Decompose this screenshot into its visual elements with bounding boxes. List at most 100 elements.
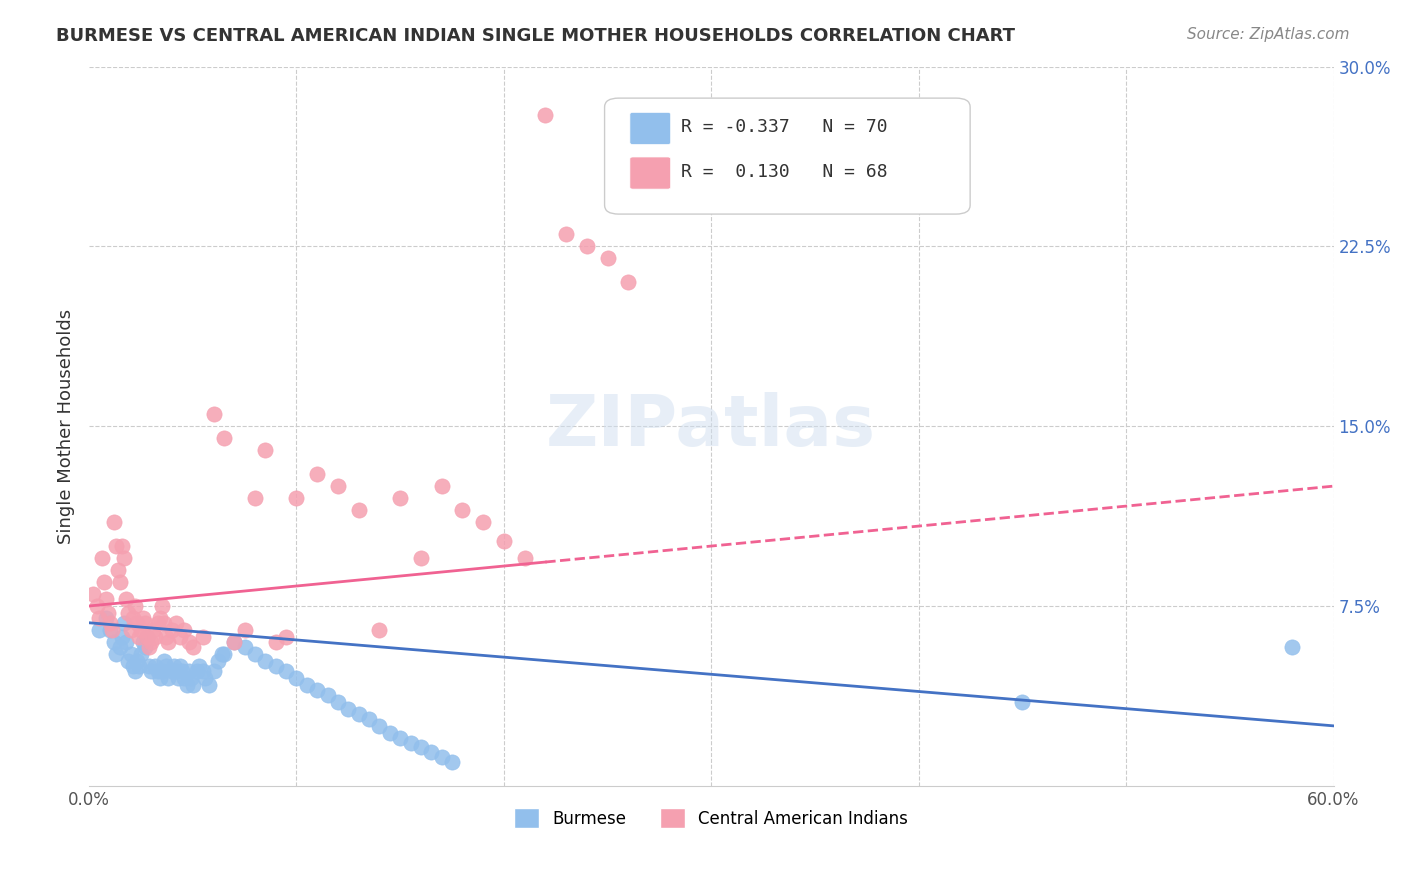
Point	[207, 654, 229, 668]
Point	[150, 664, 173, 678]
Point	[134, 640, 156, 654]
Point	[108, 640, 131, 654]
Point	[90, 551, 112, 566]
Point	[97, 606, 120, 620]
Point	[202, 664, 225, 678]
Point	[347, 503, 370, 517]
Point	[274, 630, 297, 644]
Point	[181, 640, 204, 654]
Point	[98, 623, 121, 637]
Point	[295, 678, 318, 692]
Point	[149, 671, 172, 685]
Point	[176, 678, 198, 692]
Point	[105, 539, 128, 553]
Point	[172, 664, 194, 678]
Point	[112, 551, 135, 566]
Point	[173, 671, 195, 685]
Point	[368, 719, 391, 733]
Point	[132, 635, 155, 649]
Point	[141, 635, 163, 649]
Point	[1011, 695, 1033, 709]
Point	[115, 591, 138, 606]
Point	[224, 635, 246, 649]
Point	[188, 659, 211, 673]
Point	[142, 623, 165, 637]
Point	[111, 630, 134, 644]
Point	[451, 503, 474, 517]
Point	[145, 659, 167, 673]
Point	[555, 227, 578, 242]
Point	[120, 647, 142, 661]
Text: ZIPatlas: ZIPatlas	[546, 392, 876, 460]
Point	[326, 695, 349, 709]
Point	[307, 682, 329, 697]
Point	[103, 635, 125, 649]
Point	[121, 659, 143, 673]
Point	[430, 750, 453, 764]
Point	[211, 647, 233, 661]
Point	[233, 623, 256, 637]
Text: Source: ZipAtlas.com: Source: ZipAtlas.com	[1187, 27, 1350, 42]
Point	[107, 563, 129, 577]
Point	[136, 630, 159, 644]
Point	[326, 479, 349, 493]
Point	[132, 611, 155, 625]
Point	[163, 659, 186, 673]
Point	[117, 654, 139, 668]
Point	[94, 611, 117, 625]
Point	[492, 534, 515, 549]
Point	[513, 551, 536, 566]
Point	[389, 731, 412, 745]
Point	[399, 736, 422, 750]
Point	[93, 574, 115, 589]
Point	[156, 635, 179, 649]
Point	[307, 467, 329, 482]
Point	[472, 515, 495, 529]
Point	[186, 664, 208, 678]
Point	[357, 712, 380, 726]
Point	[285, 491, 308, 505]
Point	[167, 671, 190, 685]
Point	[145, 630, 167, 644]
Point	[146, 615, 169, 630]
Point	[125, 654, 148, 668]
Point	[173, 623, 195, 637]
Point	[138, 640, 160, 654]
Point	[152, 654, 174, 668]
Point	[124, 599, 146, 613]
Point	[191, 630, 214, 644]
Point	[254, 654, 277, 668]
Point	[409, 551, 432, 566]
Point	[274, 664, 297, 678]
Point	[254, 443, 277, 458]
Point	[180, 671, 202, 685]
Text: R = -0.337   N = 70: R = -0.337 N = 70	[681, 118, 887, 136]
Point	[89, 611, 111, 625]
Point	[389, 491, 412, 505]
Point	[129, 623, 152, 637]
Point	[136, 630, 159, 644]
Point	[152, 615, 174, 630]
Point	[138, 659, 160, 673]
Point	[316, 688, 339, 702]
Point	[169, 630, 191, 644]
Point	[243, 647, 266, 661]
Point	[191, 664, 214, 678]
Text: BURMESE VS CENTRAL AMERICAN INDIAN SINGLE MOTHER HOUSEHOLDS CORRELATION CHART: BURMESE VS CENTRAL AMERICAN INDIAN SINGL…	[56, 27, 1015, 45]
Point	[181, 678, 204, 692]
Point	[337, 702, 360, 716]
Point	[105, 647, 128, 661]
Point	[264, 635, 287, 649]
Point	[125, 615, 148, 630]
Point	[378, 726, 401, 740]
Point	[368, 623, 391, 637]
Point	[98, 615, 121, 630]
Point	[150, 599, 173, 613]
Point	[1281, 640, 1303, 654]
Point	[155, 630, 177, 644]
Point	[129, 647, 152, 661]
Point	[202, 407, 225, 421]
Point	[89, 623, 111, 637]
Point	[224, 635, 246, 649]
Point	[101, 623, 124, 637]
